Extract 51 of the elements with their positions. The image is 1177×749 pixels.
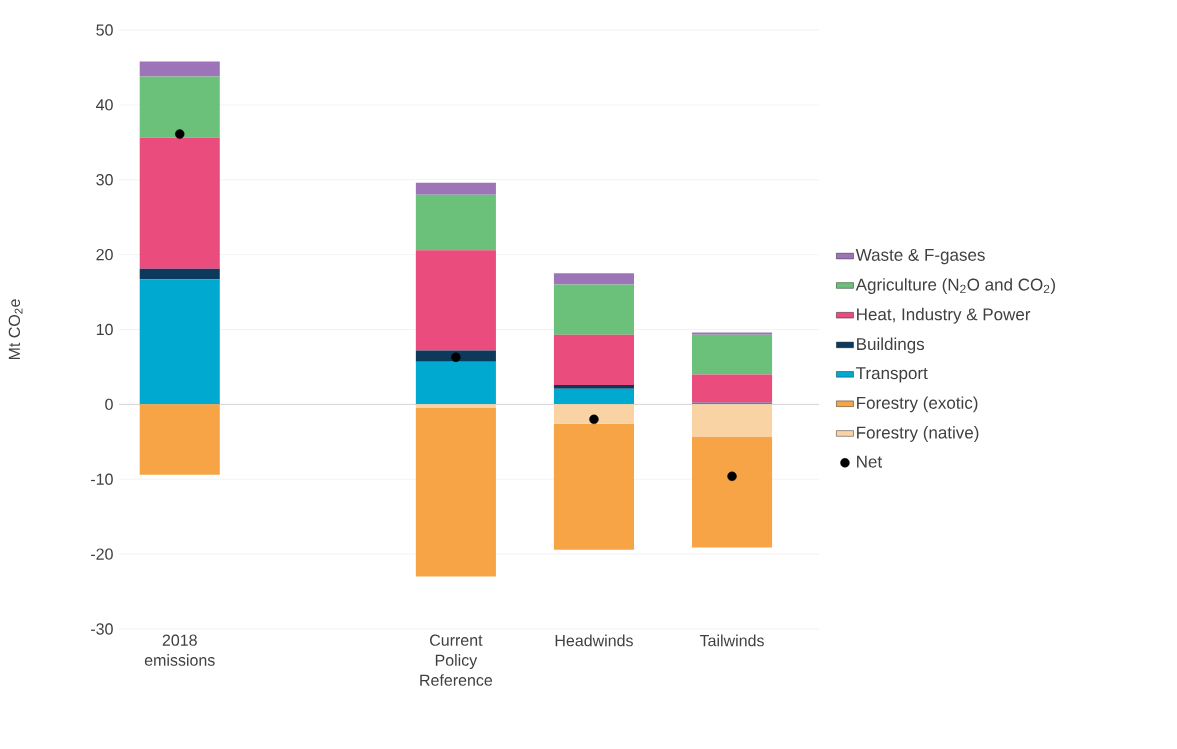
bar	[553, 423, 634, 550]
bar	[139, 61, 220, 77]
bar	[553, 273, 634, 285]
bar	[139, 404, 220, 475]
y-axis-title: Mt CO$_{2}$e	[8, 299, 23, 360]
x-tick-label: Tailwinds	[699, 634, 764, 647]
bar	[139, 76, 220, 138]
bar	[139, 268, 220, 280]
y-tick-label: 20	[96, 248, 113, 261]
y-tick-label: 40	[96, 99, 113, 111]
bar	[691, 332, 773, 335]
legend-label: Forestry (exotic)	[857, 396, 978, 413]
bar	[553, 384, 634, 389]
bar	[691, 436, 773, 548]
x-tick-label: 2018 emissions	[144, 634, 215, 666]
bar	[553, 404, 634, 424]
y-tick-label: 30	[96, 174, 113, 186]
point	[589, 414, 599, 425]
bar	[415, 361, 496, 405]
bar	[691, 334, 773, 375]
bar	[415, 404, 496, 409]
bar	[415, 350, 496, 362]
bar	[553, 284, 634, 335]
legend-label: Transport	[856, 367, 928, 383]
bar	[553, 334, 634, 385]
legend-label: Heat, Industry & Power	[857, 307, 1031, 324]
legend-label: Waste & F-gases	[855, 248, 985, 265]
y-tick-label: -10	[91, 473, 113, 485]
bar	[415, 182, 496, 195]
point	[175, 129, 185, 139]
bar	[415, 250, 496, 351]
legend-label: Buildings	[857, 337, 925, 354]
x-tick-label: Current Policy Reference	[420, 634, 493, 686]
bar	[415, 194, 496, 251]
y-tick-label: 0	[105, 398, 113, 411]
legend-label: Agriculture (N$_{2}$O and CO$_{2}$)	[855, 278, 1055, 294]
bar	[553, 388, 634, 405]
bar	[691, 374, 773, 403]
point	[727, 471, 737, 481]
bar	[415, 408, 496, 577]
x-tick-label: Headwinds	[555, 634, 633, 647]
bar	[691, 404, 773, 437]
y-tick-label: -20	[91, 548, 113, 560]
legend-label: Net	[857, 455, 883, 468]
y-tick-label: 10	[96, 323, 113, 336]
y-tick-label: -30	[91, 623, 113, 635]
bar	[139, 137, 220, 269]
y-tick-label: 50	[96, 24, 113, 36]
bar	[139, 279, 220, 405]
legend-label: Forestry (native)	[857, 426, 979, 442]
point	[451, 352, 461, 362]
